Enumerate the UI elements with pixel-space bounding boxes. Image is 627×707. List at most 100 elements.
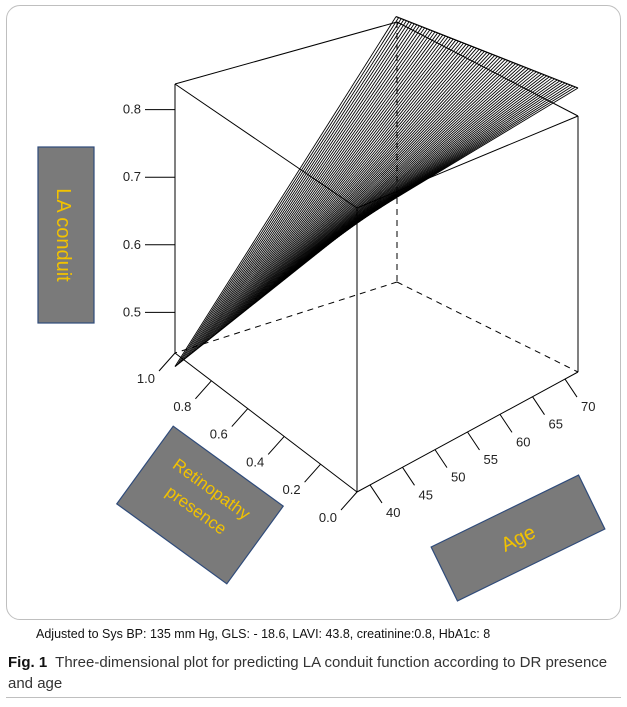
surface-mesh-line (190, 22, 412, 355)
surface-mesh-line (309, 69, 532, 260)
x-tick-label: 55 (484, 452, 498, 467)
caption-text: Three-dimensional plot for predicting LA… (8, 654, 608, 692)
surface-mesh-line (182, 19, 405, 361)
caption-label: Fig. 1 (8, 654, 48, 671)
surface-mesh-line (312, 70, 535, 258)
x-tick-label: 70 (581, 399, 595, 414)
surface-mesh-line (216, 32, 438, 334)
y-tick (304, 463, 321, 483)
y-tick (195, 380, 212, 400)
y-tick-label: 1.0 (137, 371, 155, 386)
surface-mesh-line (226, 36, 449, 326)
surface-plot: 0.5 0.6 0.7 0.8 0.0 0.2 0.4 0.6 0.8 1.0 40 45 50 55… (37, 16, 606, 602)
x-tick-label: 45 (419, 487, 433, 502)
adjusted-note: Adjusted to Sys BP: 135 mm Hg, GLS: - 18… (36, 627, 491, 641)
surface-edge (395, 16, 579, 89)
box-edge-hidden (396, 281, 579, 373)
surface-mesh-line (211, 30, 433, 338)
surface-mesh-line (296, 64, 519, 270)
surface-mesh-line (315, 71, 537, 256)
surface-mesh-line (218, 33, 441, 332)
surface-mesh-line (195, 24, 418, 351)
y-tick-label: 0.2 (283, 482, 301, 497)
surface-mesh-line (250, 45, 472, 307)
surface-edge (174, 221, 358, 367)
z-tick-label: 0.5 (123, 304, 141, 319)
surface-mesh-line (208, 29, 431, 340)
surface-mesh-line (177, 17, 399, 365)
surface-mesh-line (234, 39, 457, 320)
surface-mesh-line (289, 61, 511, 276)
x-tick-label: 65 (549, 417, 563, 432)
surface-mesh-line (294, 63, 516, 272)
surface-mesh-line (307, 68, 529, 262)
figure-frame (6, 5, 621, 620)
surface-mesh-line (276, 56, 498, 287)
z-tick-label: 0.6 (123, 237, 141, 252)
x-tick (564, 378, 578, 398)
surface-mesh-line (231, 38, 454, 322)
surface-mesh-line (221, 34, 444, 330)
surface-mesh-line (205, 28, 428, 342)
y-tick-label: 0.6 (210, 427, 228, 442)
box-edge-hidden (174, 281, 398, 354)
surface-mesh-line (187, 21, 410, 357)
surface-mesh-line (255, 47, 477, 303)
surface-mesh-line (213, 31, 436, 336)
x-tick (369, 484, 383, 504)
x-tick (532, 396, 545, 415)
y-tick-label: 0.0 (319, 510, 337, 525)
y-axis-title-box: Retinopathypresence (115, 425, 285, 585)
x-axis-title-box: Age (430, 474, 606, 602)
surface-mesh-line (200, 26, 423, 347)
surface-mesh-line (286, 60, 509, 278)
surface-mesh-line (263, 50, 485, 297)
x-axis: 40 45 50 55 60 65 70 (369, 378, 595, 520)
box-edge (174, 21, 398, 85)
surface-mesh-line (244, 43, 467, 311)
z-tick-label: 0.7 (123, 169, 141, 184)
surface-mesh-line (192, 23, 415, 353)
figure-caption: Fig. 1 Three-dimensional plot for predict… (8, 652, 608, 694)
z-axis: 0.5 0.6 0.7 0.8 (123, 102, 175, 319)
y-tick (267, 436, 285, 455)
x-tick (402, 467, 415, 486)
surface-mesh-line (291, 62, 514, 274)
surface-mesh-line (242, 42, 464, 313)
surface-mesh-line (281, 58, 503, 282)
z-axis-title: LA conduit (52, 188, 74, 282)
y-tick (340, 491, 358, 511)
surface-mesh-line (299, 65, 522, 268)
surface-mesh-line (265, 52, 488, 295)
surface-mesh-line (260, 49, 483, 299)
surface-mesh-line (268, 53, 490, 293)
x-tick (434, 449, 448, 468)
surface-mesh-line (283, 59, 506, 280)
surface-mesh-line (304, 67, 527, 264)
y-tick-label: 0.8 (173, 399, 191, 414)
surface-mesh-line (273, 55, 496, 289)
surface-mesh-line (237, 40, 459, 318)
surface-mesh-line (239, 41, 462, 316)
surface-mesh-line (278, 57, 501, 284)
z-tick-label: 0.8 (123, 102, 141, 117)
surface-mesh-line (302, 66, 524, 266)
y-tick (158, 352, 176, 372)
x-tick-label: 40 (386, 505, 400, 520)
y-axis: 0.0 0.2 0.4 0.6 0.8 1.0 (137, 352, 358, 525)
surface-mesh-line (229, 37, 451, 324)
z-axis-title-box: LA conduit (37, 146, 95, 324)
box-edge (174, 352, 358, 493)
x-tick-label: 60 (516, 434, 530, 449)
surface-mesh-line (247, 44, 470, 309)
x-tick-label: 50 (451, 470, 465, 485)
prediction-surface (174, 16, 579, 367)
surface-mesh-line (257, 48, 480, 301)
surface-mesh-line (174, 16, 397, 367)
surface-mesh-line (179, 18, 402, 363)
surface-mesh-line (270, 54, 493, 291)
surface-mesh-line (185, 20, 407, 359)
y-tick-label: 0.4 (246, 454, 264, 469)
surface-mesh-line (198, 25, 420, 349)
y-tick (231, 408, 249, 427)
